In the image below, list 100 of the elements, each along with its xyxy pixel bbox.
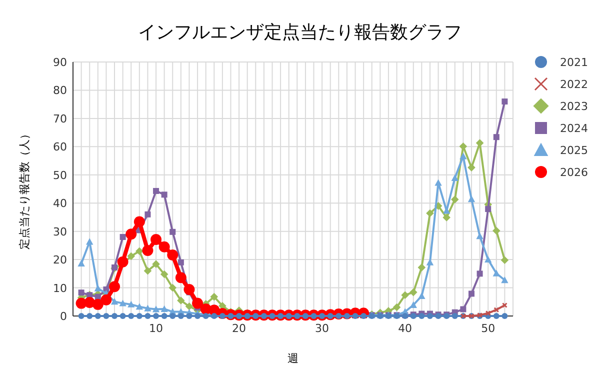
point [418,292,426,299]
point [86,238,94,245]
point [452,313,458,319]
chart-title: インフルエンザ定点当たり報告数グラフ [138,22,462,43]
point [484,256,492,263]
y-tick-label: 0 [60,310,67,323]
point [186,313,192,319]
point [460,306,466,312]
y-tick-label: 70 [53,112,67,126]
point [117,256,128,268]
x-tick-label: 50 [481,322,496,335]
point [210,292,218,301]
point [120,313,126,319]
point [468,196,476,202]
point [153,313,160,319]
point [78,313,84,319]
point [502,98,508,105]
point [502,313,508,319]
x-tick-label: 40 [398,322,412,335]
point [409,288,418,296]
point [442,214,450,222]
point [426,209,434,218]
point [128,313,134,319]
legend-label: 2023 [560,100,588,113]
point [112,313,118,319]
y-tick-label: 80 [53,84,67,98]
x-axis-title: 週 [288,352,298,365]
point [450,196,459,204]
y-tick-label: 10 [53,282,67,295]
point [94,313,101,319]
point [144,266,152,275]
point [92,298,104,310]
point [426,258,434,266]
point [451,174,458,181]
point [144,304,152,312]
point [150,234,162,246]
point [492,270,500,276]
legend-label: 2024 [560,122,588,135]
point [119,300,126,306]
x-tick-label: 30 [315,322,330,335]
point [418,264,426,272]
legend-label: 2022 [560,78,588,91]
point [410,301,417,308]
point [152,260,160,268]
point [185,302,194,310]
point [152,306,160,312]
legend-label: 2026 [560,166,588,179]
y-tick-label: 30 [53,225,67,238]
point [501,276,508,284]
point [109,281,120,292]
point [202,313,209,319]
point [161,192,168,198]
point [192,298,204,309]
point [485,310,491,316]
legend-label: 2021 [560,56,588,69]
point [177,296,185,304]
legend-label: 2025 [560,144,588,157]
point [153,188,160,194]
point [167,250,178,261]
point [110,298,118,305]
point [168,284,177,292]
point [86,313,93,319]
y-tick-label: 90 [53,56,67,69]
y-tick-label: 40 [53,197,67,210]
point [127,252,136,260]
point [136,313,142,319]
point [158,241,170,252]
x-tick-label: 20 [232,322,246,335]
point [485,206,492,212]
point [493,313,500,319]
point [170,313,176,319]
point [494,307,500,313]
point [426,313,433,319]
point [136,303,144,310]
point [476,139,484,147]
point [418,313,425,319]
point [144,313,151,319]
point [401,291,409,300]
point [175,272,186,284]
point [160,305,168,312]
point [194,313,201,319]
point [120,234,126,240]
point [178,313,184,319]
point [94,284,102,292]
point [128,300,135,308]
point [160,270,168,278]
x-tick-label: 10 [149,322,164,335]
point [78,290,84,296]
y-tick-label: 60 [53,140,67,154]
point [136,247,144,255]
point [468,290,474,297]
point [434,179,442,186]
point [134,216,145,228]
point [460,152,467,160]
point [78,260,85,267]
point [178,259,184,266]
point [144,211,151,218]
point [476,270,483,277]
point [126,228,137,240]
point [492,226,500,235]
